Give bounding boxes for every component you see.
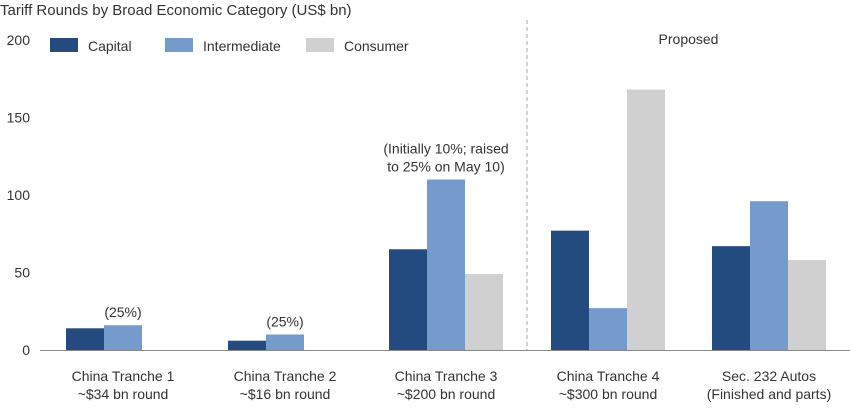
legend-swatch-capital — [50, 38, 78, 52]
bar-consumer-4 — [627, 89, 665, 350]
bar-intermediate-5 — [750, 201, 788, 350]
x-tick-label: ~$200 bn round — [397, 386, 495, 402]
legend: Capital Intermediate Consumer — [50, 38, 409, 54]
y-tick-label: 150 — [7, 110, 31, 126]
bar-capital-1 — [66, 328, 104, 350]
bar-capital-3 — [389, 249, 427, 350]
x-tick-label: China Tranche 4 — [557, 368, 660, 384]
y-tick-label: 100 — [7, 187, 31, 203]
bar-consumer-5 — [788, 260, 826, 350]
bar-capital-2 — [228, 340, 266, 350]
x-tick-label: ~$300 bn round — [559, 386, 657, 402]
labels-layer: Proposed China Tranche 1 ~$34 bn round Chin… — [72, 31, 832, 402]
x-tick-label: ~$16 bn round — [240, 386, 331, 402]
legend-label-consumer: Consumer — [344, 38, 409, 54]
bars-layer — [66, 89, 826, 350]
bar-intermediate-3 — [427, 179, 465, 350]
bar-capital-5 — [712, 246, 750, 350]
y-tick-label: 50 — [14, 265, 30, 281]
x-tick-label: ~$34 bn round — [78, 386, 169, 402]
x-tick-label: China Tranche 2 — [234, 368, 337, 384]
bar-annotation: to 25% on May 10) — [387, 159, 505, 175]
bar-capital-4 — [551, 230, 589, 350]
bar-intermediate-1 — [104, 325, 142, 350]
x-tick-label: China Tranche 3 — [395, 368, 498, 384]
x-tick-label: (Finished and parts) — [707, 386, 832, 402]
legend-label-capital: Capital — [88, 38, 132, 54]
bar-intermediate-2 — [266, 334, 304, 350]
chart-title: Tariff Rounds by Broad Economic Category… — [0, 2, 352, 19]
legend-label-intermediate: Intermediate — [203, 38, 281, 54]
x-tick-label: Sec. 232 Autos — [722, 368, 816, 384]
y-tick-label: 0 — [22, 342, 30, 358]
bar-annotation: (25%) — [266, 314, 303, 330]
bar-consumer-3 — [465, 274, 503, 350]
axis-layer: 0 50 100 150 200 — [7, 20, 850, 358]
bar-intermediate-4 — [589, 308, 627, 350]
x-tick-label: China Tranche 1 — [72, 368, 175, 384]
y-tick-label: 200 — [7, 32, 31, 48]
bar-annotation: (25%) — [104, 304, 141, 320]
legend-swatch-consumer — [306, 38, 334, 52]
bar-annotation: (Initially 10%; raised — [383, 141, 508, 157]
proposed-label: Proposed — [659, 31, 719, 47]
legend-swatch-intermediate — [165, 38, 193, 52]
